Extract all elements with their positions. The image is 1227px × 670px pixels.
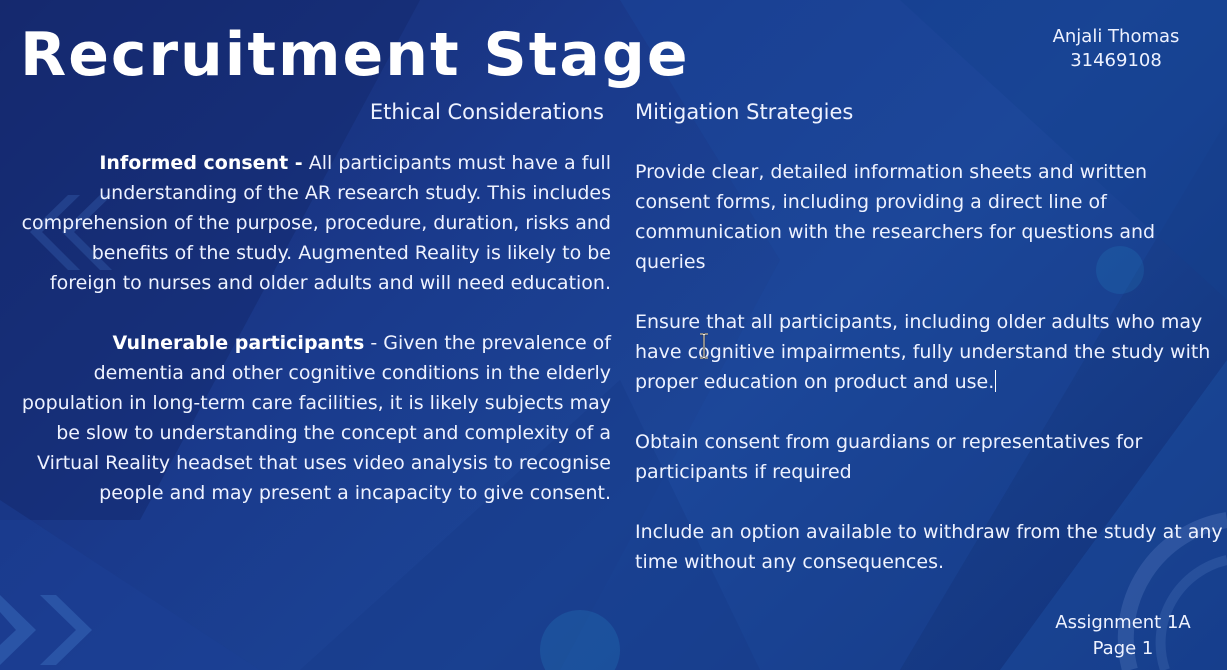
bg-chevron xyxy=(0,595,36,665)
bg-chevron xyxy=(30,195,80,270)
ethical-considerations-heading: Ethical Considerations xyxy=(369,100,604,124)
page-number: Page 1 xyxy=(1092,638,1154,659)
consideration-term: Vulnerable participants xyxy=(112,332,365,354)
bg-panel xyxy=(900,0,1227,300)
bg-panel xyxy=(300,380,760,670)
bg-chevron xyxy=(62,195,112,270)
bg-glow xyxy=(1096,246,1144,294)
strategy-item[interactable]: Provide clear, detailed information shee… xyxy=(635,161,1156,273)
consideration-text: All participants must have a full unders… xyxy=(21,152,611,294)
bg-arc xyxy=(1155,555,1227,670)
consideration-informed-consent: Informed consent - All participants must… xyxy=(20,148,611,298)
mitigation-strategies-heading: Mitigation Strategies xyxy=(635,100,854,124)
strategy-item[interactable]: Ensure that all participants, including … xyxy=(635,307,1223,397)
strategy-item[interactable]: Obtain consent from guardians or represe… xyxy=(635,431,1143,483)
bg-glow xyxy=(540,610,620,670)
bg-panel xyxy=(0,0,420,520)
footer-block: Assignment 1A Page 1 xyxy=(1040,610,1206,662)
author-id: 31469108 xyxy=(1070,50,1162,71)
bg-panel xyxy=(0,500,260,670)
strategy-item[interactable]: Include an option available to withdraw … xyxy=(635,521,1223,573)
consideration-term: Informed consent - xyxy=(99,152,303,174)
considerations-list: Informed consent - All participants must… xyxy=(20,148,611,508)
consideration-text: - Given the prevalence of dementia and o… xyxy=(21,332,611,504)
bg-chevron xyxy=(40,595,92,665)
ibeam-cursor-icon xyxy=(700,333,708,359)
bg-panel xyxy=(1000,360,1227,670)
slide-title: Recruitment Stage xyxy=(20,20,690,90)
strategy-text[interactable]: Ensure that all participants, including … xyxy=(635,311,1211,393)
bg-arc xyxy=(1117,512,1227,670)
author-block: Anjali Thomas 31469108 xyxy=(1030,25,1202,73)
author-name: Anjali Thomas xyxy=(1052,26,1180,47)
text-caret xyxy=(995,370,997,392)
assignment-label: Assignment 1A xyxy=(1055,612,1191,633)
bg-panel xyxy=(560,0,1227,670)
consideration-vulnerable-participants: Vulnerable participants - Given the prev… xyxy=(20,328,611,508)
strategies-list[interactable]: Provide clear, detailed information shee… xyxy=(635,157,1223,577)
